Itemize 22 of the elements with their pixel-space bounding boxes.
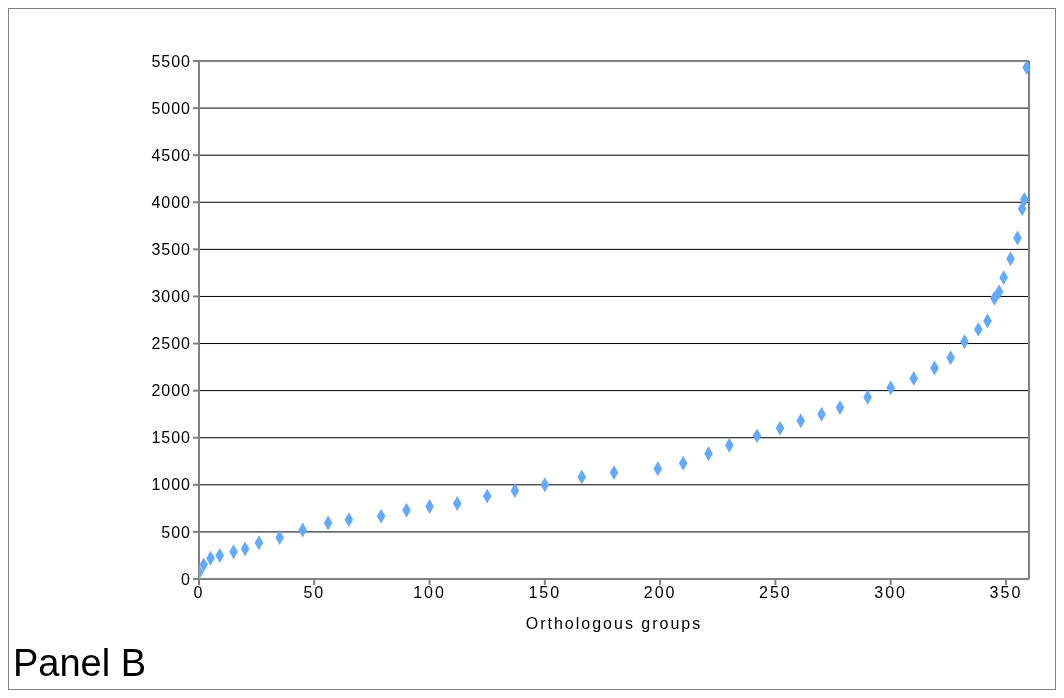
x-tick-label: 0 [193, 584, 205, 602]
y-tick-label: 3500 [151, 241, 191, 259]
y-tick-label: 4500 [151, 146, 191, 164]
y-tick-label: 0 [181, 570, 191, 588]
x-tick-label: 250 [759, 584, 792, 602]
x-tick-label: 50 [303, 584, 326, 602]
text: Panel B [13, 642, 147, 685]
y-tick-label: 1500 [151, 429, 191, 447]
x-tick-label: 350 [989, 584, 1023, 602]
y-tick-label: 3000 [151, 288, 191, 306]
x-tick-label: 150 [528, 584, 562, 602]
y-tick-label: 2500 [151, 335, 191, 353]
y-tick-label: 2000 [151, 382, 191, 400]
y-tick-label: 1000 [151, 476, 191, 494]
y-tick-label: 500 [161, 523, 191, 541]
y-tick-label: 4000 [151, 193, 191, 211]
x-tick-label: 200 [643, 584, 677, 602]
x-tick-label: 300 [874, 584, 908, 602]
y-tick-label: 5500 [151, 52, 191, 70]
x-axis-title: Orthologous groups [525, 615, 703, 632]
x-tick-label: 100 [413, 584, 446, 602]
y-tick-label: 5000 [151, 99, 191, 117]
